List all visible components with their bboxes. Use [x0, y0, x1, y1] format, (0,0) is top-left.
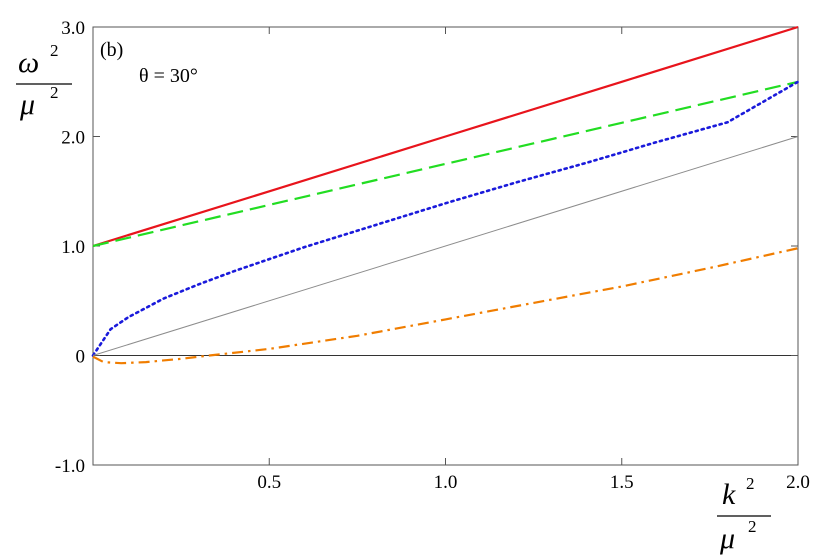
y-label-denominator: μ [19, 88, 35, 121]
y-tick-label: 2.0 [61, 128, 85, 149]
x-tick-label: 1.0 [434, 472, 458, 493]
angle-annotation: θ = 30° [139, 65, 198, 87]
y-axis-label: ω 2 μ 2 [16, 41, 72, 121]
x-label-numerator-exp: 2 [746, 474, 755, 493]
x-tick-label: 0.5 [257, 472, 281, 493]
ticks: 0.5 1.0 1.5 2.0 -1.0 0 1.0 2.0 3.0 [55, 18, 810, 493]
y-tick-label: 3.0 [61, 18, 85, 39]
series-green-dashed [92, 80, 799, 248]
x-tick-label: 2.0 [786, 472, 810, 493]
y-tick-label: -1.0 [55, 456, 85, 477]
y-label-denominator-exp: 2 [50, 83, 59, 102]
y-tick-label: 1.0 [61, 237, 85, 258]
series-gray-thin [92, 136, 799, 356]
panel-label: (b) [100, 39, 123, 61]
y-label-numerator: ω [18, 46, 39, 79]
x-label-denominator-exp: 2 [748, 517, 757, 536]
series-group [91, 25, 800, 365]
series-blue-dotted [91, 80, 800, 357]
y-label-numerator-exp: 2 [50, 41, 59, 60]
x-axis-label: k 2 μ 2 [717, 474, 771, 555]
y-tick-label: 0 [76, 347, 86, 368]
series-red-solid [92, 25, 799, 248]
series-orange-dashdot [92, 247, 799, 365]
x-label-denominator: μ [719, 522, 735, 555]
x-label-numerator: k [722, 478, 736, 511]
x-tick-label: 1.5 [610, 472, 634, 493]
